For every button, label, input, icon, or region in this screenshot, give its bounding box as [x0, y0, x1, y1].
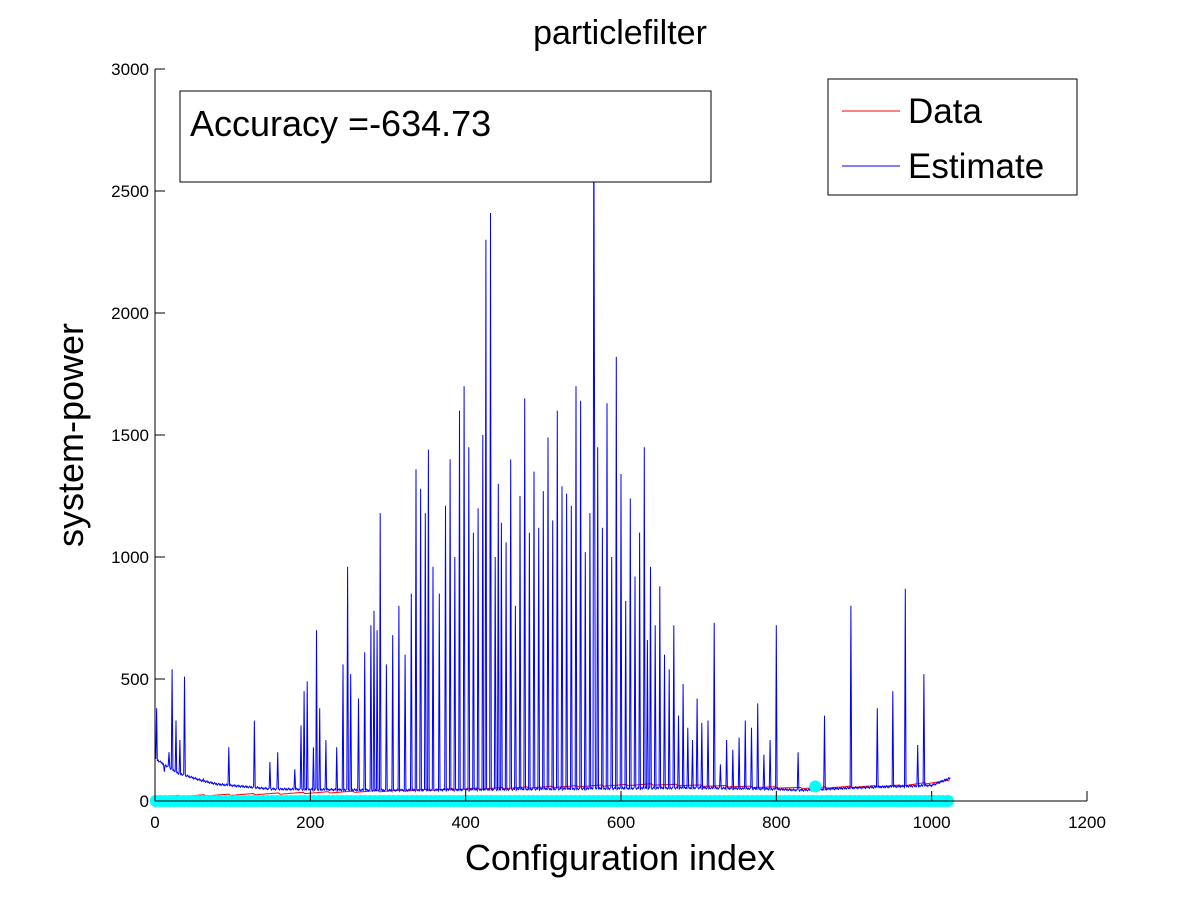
- y-tick-label: 500: [121, 670, 149, 689]
- y-axis-label: system-power: [50, 323, 91, 547]
- y-tick-label: 1000: [111, 548, 149, 567]
- legend-label-data: Data: [908, 92, 982, 131]
- x-tick-label: 600: [607, 813, 635, 832]
- x-tick-label: 400: [451, 813, 479, 832]
- legend: Data Estimate: [827, 78, 1078, 196]
- annotation-box: Accuracy =-634.73: [179, 90, 712, 183]
- series-estimate-line: [155, 98, 951, 794]
- x-tick-label: 200: [296, 813, 324, 832]
- x-axis-label: Configuration index: [465, 837, 775, 878]
- x-tick-label: 0: [150, 813, 159, 832]
- y-tick-label: 2500: [111, 182, 149, 201]
- legend-label-estimate: Estimate: [908, 147, 1044, 186]
- accuracy-annotation: Accuracy =-634.73: [190, 103, 491, 144]
- legend-frame: [827, 78, 1078, 196]
- axes: 0 200 400 600 800 1000 1200 0 500 1000 1500 2000 250…: [111, 60, 1106, 832]
- annotation-frame: [179, 90, 712, 183]
- x-tick-label: 800: [762, 813, 790, 832]
- marker-outlier: [809, 780, 822, 793]
- plot-area: [149, 98, 954, 807]
- x-tick-label: 1000: [913, 813, 951, 832]
- x-tick-label: 1200: [1068, 813, 1106, 832]
- y-tick-label: 3000: [111, 60, 149, 79]
- y-tick-label: 2000: [111, 304, 149, 323]
- y-tick-label: 1500: [111, 426, 149, 445]
- chart-title: particlefilter: [533, 14, 707, 52]
- y-tick-label: 0: [140, 792, 149, 811]
